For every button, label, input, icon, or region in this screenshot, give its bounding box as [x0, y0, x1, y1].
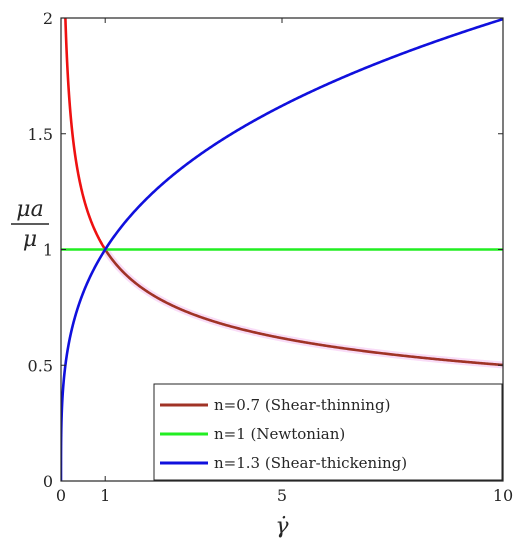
legend-entry-shear-thinning: n=0.7 (Shear-thinning) — [160, 396, 390, 414]
series-line-n-0-7-shear-thinning — [64, 18, 107, 251]
y-axis-label: μa μ — [11, 197, 49, 252]
y-tick-label: 1 — [43, 241, 53, 260]
y-tick-label: 0 — [43, 472, 53, 491]
legend: n=0.7 (Shear-thinning) n=1 (Newtonian) n… — [153, 383, 503, 481]
x-tick-label: 10 — [493, 486, 513, 505]
y-tick-label: 0.5 — [28, 356, 53, 375]
x-tick-label: 5 — [277, 486, 287, 505]
series-layer — [61, 18, 503, 481]
legend-box — [153, 383, 503, 481]
legend-label-shear-thinning: n=0.7 (Shear-thinning) — [214, 396, 390, 414]
y-axis-label-denominator: μ — [23, 227, 37, 252]
legend-entry-newtonian: n=1 (Newtonian) — [160, 425, 345, 443]
legend-label-shear-thickening: n=1.3 (Shear-thickening) — [214, 454, 407, 472]
y-tick-label: 1.5 — [28, 125, 53, 144]
y-tick-label: 2 — [43, 9, 53, 28]
x-tick-label: 0 — [56, 486, 66, 505]
legend-entry-shear-thickening: n=1.3 (Shear-thickening) — [160, 454, 407, 472]
x-tick-label: 1 — [100, 486, 110, 505]
tick-layer: 0 1 5 10 0 0.5 1 1.5 2 — [28, 9, 514, 505]
series-line-n-0-7-shear-thinning-tail — [104, 248, 503, 367]
x-axis-label: γ̇ — [275, 514, 289, 539]
legend-label-newtonian: n=1 (Newtonian) — [214, 425, 345, 443]
y-axis-label-numerator: μa — [16, 197, 43, 222]
series-line-n-1-3-shear-thickening — [61, 18, 503, 481]
